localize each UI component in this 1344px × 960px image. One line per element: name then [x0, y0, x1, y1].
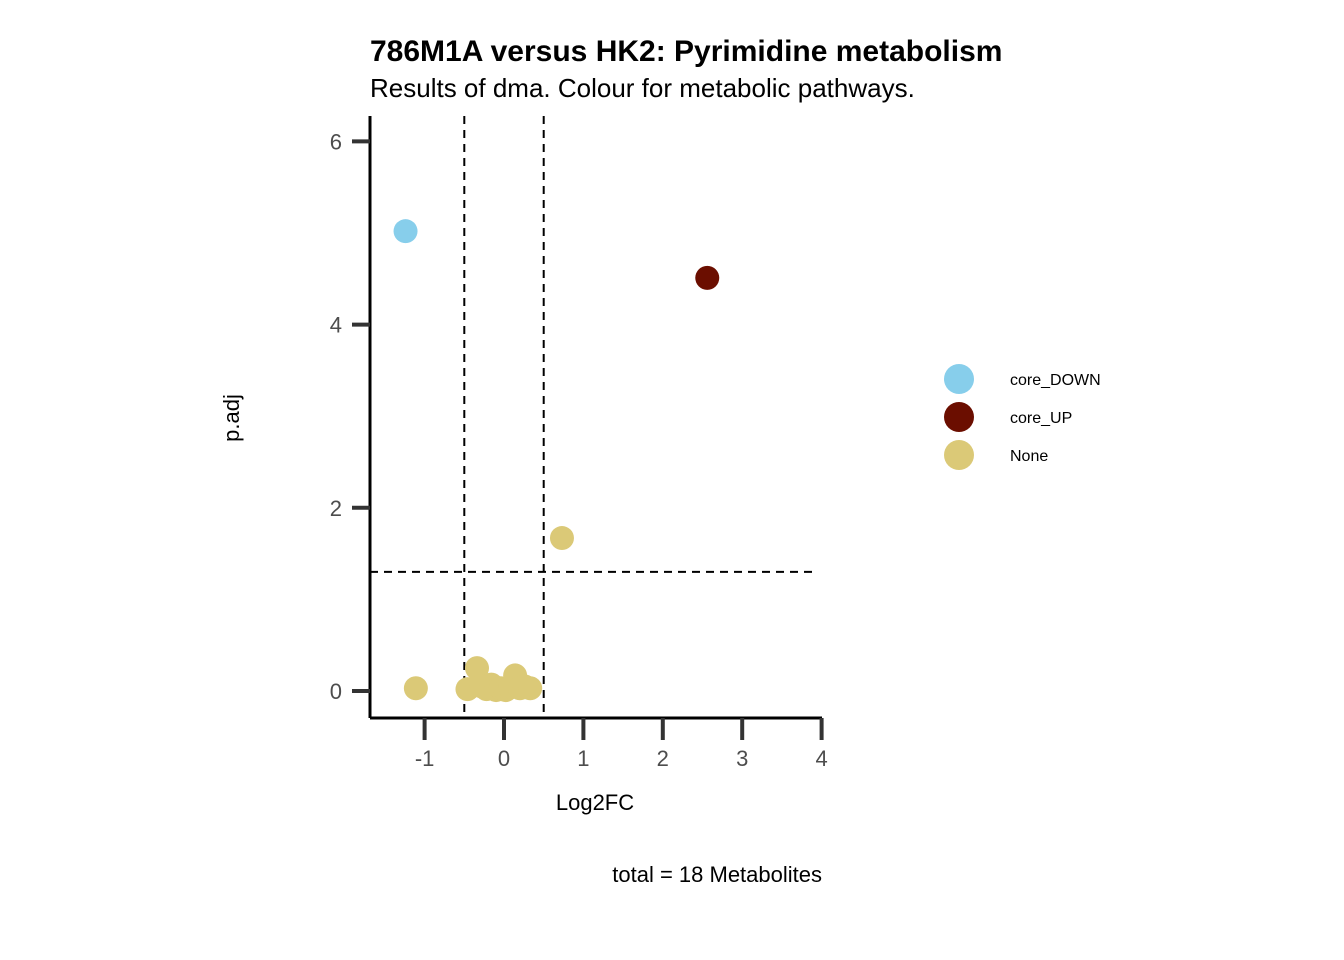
- point-core-down: [393, 219, 418, 244]
- point-none: [403, 676, 428, 701]
- point-none: [518, 676, 543, 701]
- legend-key-core-down: [944, 364, 974, 394]
- plot-panel: [370, 116, 816, 718]
- y-axis-title: p.adj: [219, 394, 244, 442]
- x-tick-label: 4: [815, 746, 827, 771]
- y-tick-label: 4: [330, 313, 342, 338]
- legend-label: core_DOWN: [1010, 372, 1101, 389]
- legend-label: core_UP: [1010, 410, 1072, 427]
- y-tick-label: 0: [330, 679, 342, 704]
- threshold-lines: [370, 116, 816, 718]
- point-none: [465, 656, 490, 681]
- point-none: [549, 526, 574, 551]
- x-tick-label: -1: [415, 746, 435, 771]
- chart-subtitle: Results of dma. Colour for metabolic pat…: [370, 73, 915, 103]
- legend-key-core-up: [944, 402, 974, 432]
- data-points: [393, 219, 720, 703]
- point-core-up: [695, 265, 720, 290]
- legend-key-none: [944, 440, 974, 470]
- y-tick-label: 2: [330, 496, 342, 521]
- x-tick-label: 0: [498, 746, 510, 771]
- x-tick-label: 2: [657, 746, 669, 771]
- y-tick-label: 6: [330, 129, 342, 154]
- chart-title: 786M1A versus HK2: Pyrimidine metabolism: [370, 35, 1002, 68]
- legend: core_DOWN core_UP None: [944, 364, 1101, 470]
- x-axis-title: Log2FC: [556, 790, 634, 815]
- axes: -1 0 1 2 3 4 0 2 4 6: [330, 116, 828, 771]
- legend-label: None: [1010, 448, 1048, 465]
- x-tick-label: 1: [577, 746, 589, 771]
- y-axis-ticks: 0 2 4 6: [330, 129, 370, 704]
- x-axis-ticks: -1 0 1 2 3 4: [415, 718, 828, 771]
- caption: total = 18 Metabolites: [612, 862, 822, 887]
- x-tick-label: 3: [736, 746, 748, 771]
